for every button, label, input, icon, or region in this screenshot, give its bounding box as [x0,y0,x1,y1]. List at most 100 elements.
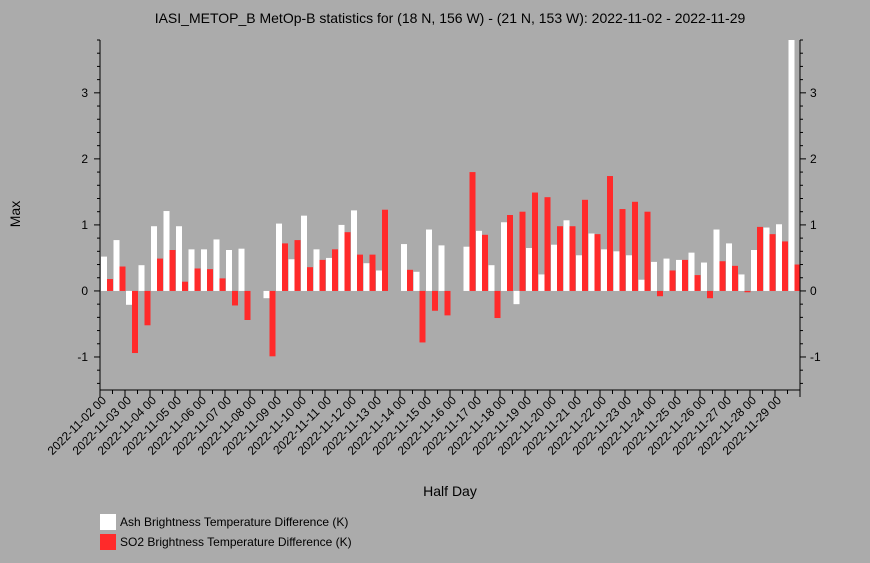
ash-bar [688,252,695,291]
ash-bar [401,244,407,291]
legend-item-so2: SO2 Brightness Temperature Difference (K… [100,532,352,552]
so2-bar [719,261,726,291]
y-tick-label-right: 2 [810,152,817,166]
y-tick-label-right: 0 [810,284,817,298]
so2-bar [182,281,188,291]
y-axis-label: Max [7,201,23,227]
so2-bar [157,258,163,291]
ash-bar [488,265,495,291]
ash-bar [776,224,782,291]
so2-bar [494,290,501,319]
ash-bar [301,215,307,291]
ash-bar [426,229,432,291]
ash-bar [413,271,420,291]
ash-bar [663,258,670,291]
so2-bar [644,211,651,291]
so2-bar [532,192,538,291]
ash-bar [201,249,207,291]
so2-bar [232,290,238,306]
ash-bar [626,255,632,291]
so2-bar [757,226,763,291]
legend-swatch-ash [100,514,116,530]
y-tick-label-right: 1 [810,218,817,232]
ash-bar [188,249,195,291]
so2-bar [682,259,688,291]
ash-bar [463,246,470,291]
ash-bar [263,290,270,299]
so2-bar [507,215,513,291]
ash-bar [376,270,382,291]
ash-bar [326,257,332,291]
ash-bar [713,229,720,291]
so2-bar [669,270,676,291]
x-axis-label: Half Day [423,483,477,499]
so2-bar [169,250,176,291]
ash-bar [638,279,645,291]
so2-bar [194,268,201,291]
so2-bar [307,267,313,291]
so2-bar [607,176,613,291]
ash-bar [563,220,570,291]
ash-bar [538,274,545,291]
ash-bar [226,250,232,291]
so2-bar [782,241,788,291]
so2-bar [319,259,326,291]
so2-bar [432,290,438,311]
so2-bar [332,249,338,291]
ash-bar [701,262,707,291]
so2-bar [144,290,151,326]
ash-bar [313,249,320,291]
y-tick-label-left: 1 [81,218,88,232]
so2-bar [407,269,413,291]
so2-bar [219,278,226,291]
so2-bar [569,226,576,291]
y-tick-label-left: 2 [81,152,88,166]
so2-bar [269,290,276,357]
so2-bar [519,211,526,291]
so2-bar [732,265,738,291]
ash-bar [238,248,245,291]
ash-bar [588,233,595,291]
so2-bar [657,290,663,297]
ash-bar [138,265,145,291]
so2-bar [444,290,451,316]
ash-bar [113,240,120,291]
so2-bar [582,199,588,291]
y-tick-label-left: 3 [81,86,88,100]
ash-bar [101,256,107,291]
ash-bar [651,261,657,291]
legend: Ash Brightness Temperature Difference (K… [100,512,352,552]
ash-bar [576,255,582,291]
so2-bar [382,209,388,291]
y-tick-label-left: 0 [81,284,88,298]
so2-bar [357,254,363,291]
ash-bar [501,222,507,291]
so2-bar [107,279,113,291]
so2-bar [557,226,563,291]
so2-bar [469,172,476,291]
ash-bar [363,263,370,291]
so2-bar [744,290,751,293]
so2-bar [282,243,288,291]
ash-bar [126,290,132,305]
ash-bar [438,245,445,291]
ash-bar [738,274,745,291]
ash-bar [613,251,620,291]
so2-bar [132,290,138,354]
legend-item-ash: Ash Brightness Temperature Difference (K… [100,512,352,532]
ash-bar [163,211,170,291]
ash-bar [513,290,520,305]
legend-label-so2: SO2 Brightness Temperature Difference (K… [120,535,352,549]
so2-bar [707,290,713,299]
ash-bar [601,249,607,291]
bars-group [101,40,801,357]
y-tick-label-left: -1 [77,350,88,364]
so2-bar [244,290,251,320]
ash-bar [763,227,770,291]
so2-bar [294,240,301,291]
y-tick-label-right: -1 [810,350,821,364]
so2-bar [594,234,601,291]
so2-bar [482,234,488,291]
ash-bar [788,40,795,291]
